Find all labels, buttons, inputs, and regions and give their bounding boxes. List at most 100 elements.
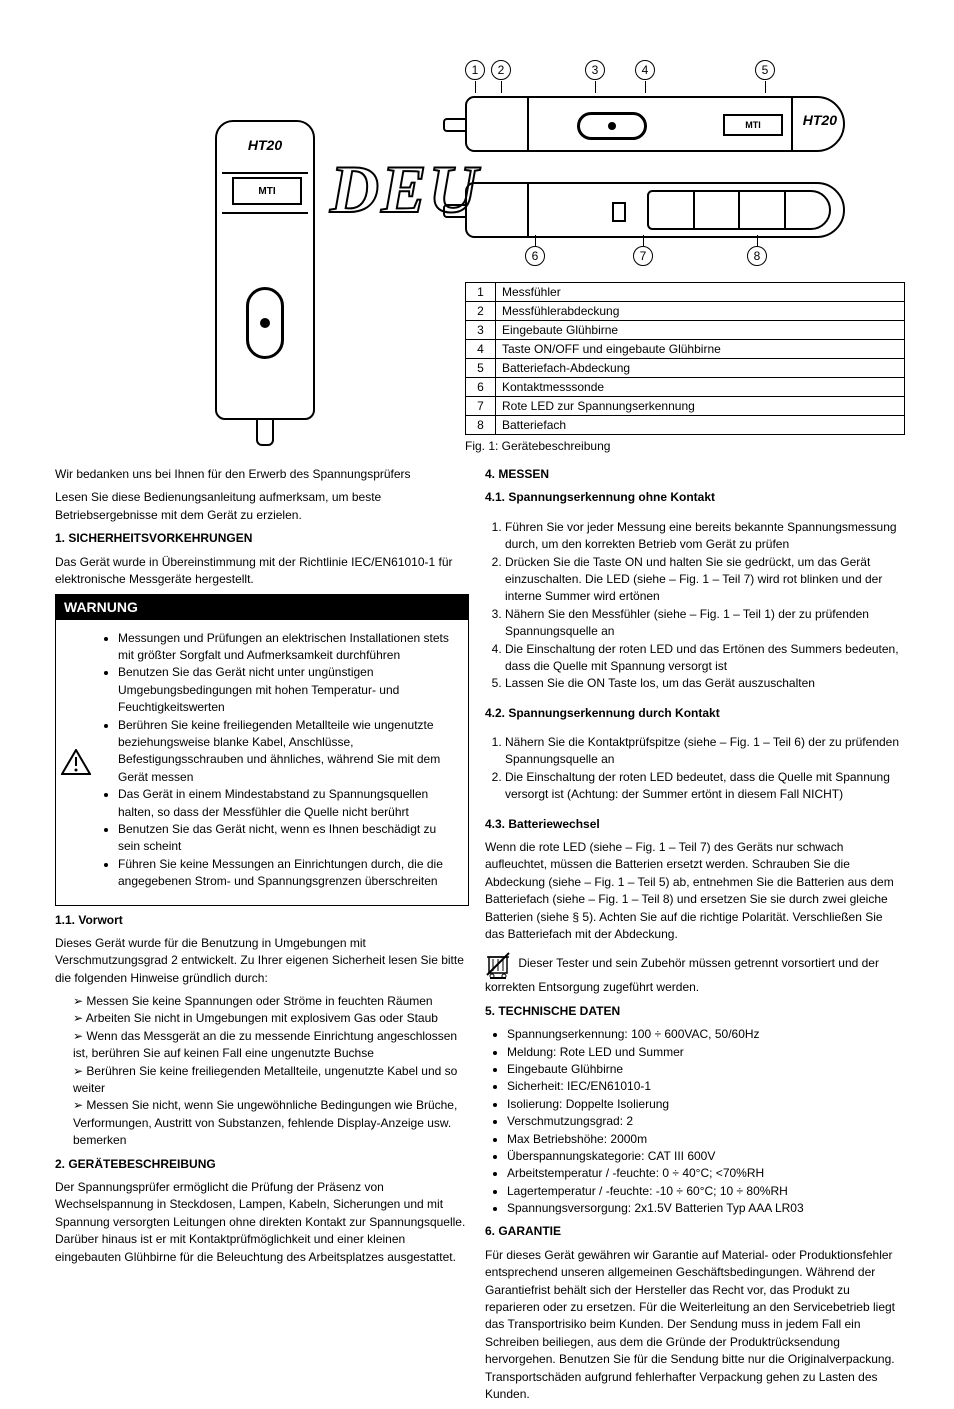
list-item: Überspannungskategorie: CAT III 600V [507,1148,899,1165]
list-item: Isolierung: Doppelte Isolierung [507,1096,899,1113]
list-item: Spannungserkennung: 100 ÷ 600VAC, 50/60H… [507,1026,899,1043]
table-row: 6Kontaktmesssonde [466,378,905,397]
callout-row-top: 12 3 4 5 [465,60,905,84]
list-item: Arbeiten Sie nicht in Umgebungen mit exp… [73,1010,469,1027]
part-num: 4 [466,340,496,359]
weee-line: Dieser Tester und sein Zubehör müssen ge… [485,949,899,996]
warning-title: WARNUNG [56,595,468,619]
sec43-text: Wenn die rote LED (siehe – Fig. 1 – Teil… [485,839,899,943]
list-item: Spannungsversorgung: 2x1.5V Batterien Ty… [507,1200,899,1217]
diagram-zone: 12345 MTI HT20 678 1Messfühler2Messfühle… [465,60,905,453]
part-desc: Kontaktmesssonde [496,378,905,397]
part-desc: Rote LED zur Spannungserkennung [496,397,905,416]
callout-5: 5 [755,60,775,80]
list-item: Verschmutzungsgrad: 2 [507,1113,899,1130]
callout-2: 2 [491,60,511,80]
warning-icon [61,749,91,775]
list-item: Eingebaute Glühbirne [507,1061,899,1078]
table-row: 2Messfühlerabdeckung [466,302,905,321]
callout-row-bottom: 678 [465,246,905,270]
list-item: Die Einschaltung der roten LED bedeutet,… [505,769,899,804]
part-num: 2 [466,302,496,321]
callout-4: 4 [635,60,655,80]
divider [527,98,529,150]
list-item: Messungen und Prüfungen an elektrischen … [118,630,460,665]
product-illustration-vertical: HT20 MTI [215,120,315,420]
slot [693,192,739,228]
sec41-list: Führen Sie vor jeder Messung eine bereit… [485,519,899,693]
warning-list: Messungen und Prüfungen an elektrischen … [96,630,460,891]
table-row: 1Messfühler [466,283,905,302]
part-desc: Messfühler [496,283,905,302]
list-item: Berühren Sie keine freiliegenden Metallt… [118,717,460,787]
list-item: Arbeitstemperatur / -feuchte: 0 ÷ 40°C; … [507,1165,899,1182]
slot [649,192,693,228]
pen-h-tip [443,118,467,132]
list-item: Führen Sie keine Messungen an Einrichtun… [118,856,460,891]
divider [222,212,308,214]
list-item: Benutzen Sie das Gerät nicht, wenn es Ih… [118,821,460,856]
callout-3: 3 [585,60,605,80]
slot [738,192,784,228]
list-item: Führen Sie vor jeder Messung eine bereit… [505,519,899,554]
table-row: 5Batteriefach-Abdeckung [466,359,905,378]
product-illustration-top: MTI HT20 [465,96,845,152]
sec1-intro: Das Gerät wurde in Übereinstimmung mit d… [55,554,469,589]
pen-h2-led [612,202,626,222]
sec41-title: 4.1. Spannungserkennung ohne Kontakt [485,489,899,506]
sec6-text: Für dieses Gerät gewähren wir Garantie a… [485,1247,899,1404]
specs-list: Spannungserkennung: 100 ÷ 600VAC, 50/60H… [485,1026,899,1217]
part-desc: Taste ON/OFF und eingebaute Glühbirne [496,340,905,359]
part-desc: Batteriefach-Abdeckung [496,359,905,378]
weee-icon [485,949,511,979]
warning-box: WARNUNG Messungen und Prüfungen an elekt… [55,594,469,905]
table-row: 3Eingebaute Glühbirne [466,321,905,340]
table-row: 8Batteriefach [466,416,905,435]
sec5-title: 5. TECHNISCHE DATEN [485,1003,899,1020]
sec42-list: Nähern Sie die Kontaktprüfspitze (siehe … [485,734,899,804]
slot [784,192,830,228]
callout-1: 1 [465,60,485,80]
list-item: Das Gerät in einem Mindestabstand zu Spa… [118,786,460,821]
sec43-title: 4.3. Batteriewechsel [485,816,899,833]
divider [222,172,308,174]
list-item: Messen Sie keine Spannungen oder Ströme … [73,993,469,1010]
part-num: 6 [466,378,496,397]
pen-h-model: HT20 [803,112,837,128]
weee-text: Dieser Tester und sein Zubehör müssen ge… [485,957,879,995]
left-column: Wir bedanken uns bei Ihnen für den Erwer… [55,460,469,1409]
part-num: 5 [466,359,496,378]
figure-caption: Fig. 1: Gerätebeschreibung [465,439,905,453]
part-num: 7 [466,397,496,416]
sec11-list: Messen Sie keine Spannungen oder Ströme … [55,993,469,1150]
sec11-title: 1.1. Vorwort [55,912,469,929]
sec11-text: Dieses Gerät wurde für die Benutzung in … [55,935,469,987]
thanks-line-1: Wir bedanken uns bei Ihnen für den Erwer… [55,466,469,483]
part-desc: Eingebaute Glühbirne [496,321,905,340]
list-item: Max Betriebshöhe: 2000m [507,1131,899,1148]
callout-8: 8 [747,246,767,266]
pen-vert-tip [256,418,274,446]
sec4-title: 4. MESSEN [485,466,899,483]
table-row: 4Taste ON/OFF und eingebaute Glühbirne [466,340,905,359]
product-illustration-bottom [465,182,845,238]
sec1-title: 1. SICHERHEITSVORKEHRUNGEN [55,530,469,547]
thanks-line-2: Lesen Sie diese Bedienungsanleitung aufm… [55,489,469,524]
pen-vert-model: HT20 [217,137,313,153]
pen-vert-logo: MTI [232,177,302,205]
pen-vert-button-oval [246,287,284,359]
part-desc: Messfühlerabdeckung [496,302,905,321]
pen-h-logo: MTI [723,114,783,136]
part-num: 1 [466,283,496,302]
pen-h2-battery-slots [647,190,831,230]
pen-h-button-oval [577,112,647,140]
callout-6: 6 [525,246,545,266]
part-num: 8 [466,416,496,435]
list-item: Drücken Sie die Taste ON und halten Sie … [505,554,899,606]
list-item: Messen Sie nicht, wenn Sie ungewöhnliche… [73,1097,469,1149]
list-item: Meldung: Rote LED und Summer [507,1044,899,1061]
table-row: 7Rote LED zur Spannungserkennung [466,397,905,416]
list-item: Benutzen Sie das Gerät nicht unter ungün… [118,664,460,716]
part-num: 3 [466,321,496,340]
list-item: Wenn das Messgerät an die zu messende Ei… [73,1028,469,1063]
